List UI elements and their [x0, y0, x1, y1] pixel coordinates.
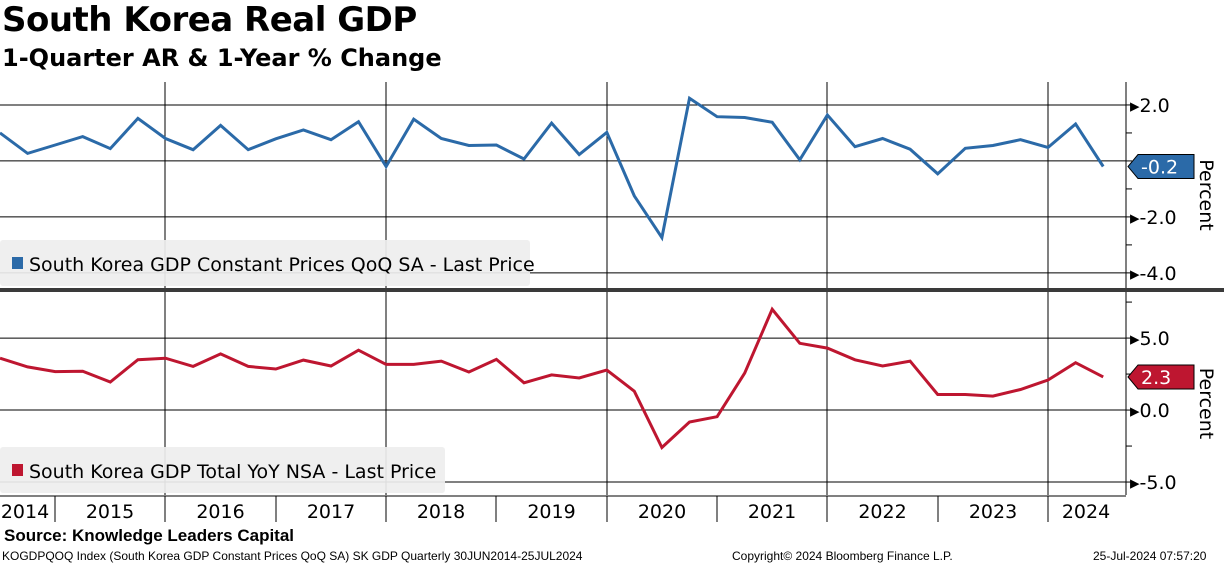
source-note: Source: Knowledge Leaders Capital: [4, 526, 295, 545]
x-year-label: 2023: [969, 501, 1017, 523]
legend-background: [0, 240, 530, 286]
x-year-label: 2016: [196, 501, 244, 523]
footer-timestamp: 25-Jul-2024 07:57:20: [1093, 549, 1207, 563]
footer-ticker-info: KOGDPQOQ Index (South Korea GDP Constant…: [2, 549, 583, 563]
series-line: [0, 95, 1105, 242]
legend-label: South Korea GDP Total YoY NSA - Last Pri…: [29, 461, 436, 483]
y-axis-label: Percent: [1195, 368, 1217, 440]
y-tick-label: ▸-2.0: [1130, 207, 1177, 229]
x-year-label: 2024: [1062, 501, 1110, 523]
y-tick-label: ▸0.0: [1130, 400, 1170, 422]
legend: South Korea GDP Total YoY NSA - Last Pri…: [0, 447, 445, 493]
last-value-label: 2.3: [1141, 367, 1171, 389]
legend-label: South Korea GDP Constant Prices QoQ SA -…: [29, 254, 535, 276]
legend: South Korea GDP Constant Prices QoQ SA -…: [0, 240, 535, 286]
x-year-label: 2018: [417, 501, 465, 523]
x-year-label: 2020: [638, 501, 686, 523]
x-year-label: 2014: [1, 501, 49, 523]
last-value-label: -0.2: [1141, 157, 1178, 179]
footer-copyright: Copyright© 2024 Bloomberg Finance L.P.: [732, 549, 953, 563]
x-year-label: 2021: [748, 501, 796, 523]
last-value-tag: [1127, 154, 1195, 180]
x-year-label: 2019: [527, 501, 575, 523]
series-line: [0, 306, 1104, 450]
x-year-label: 2022: [858, 501, 906, 523]
panel-divider: [0, 288, 1224, 292]
chart-subtitle: 1-Quarter AR & 1-Year % Change: [2, 44, 442, 72]
last-value-tag: [1127, 364, 1195, 390]
y-tick-label: ▸5.0: [1130, 328, 1170, 350]
y-tick-label: ▸-4.0: [1130, 263, 1177, 285]
y-tick-label: ▸-5.0: [1130, 472, 1177, 494]
legend-swatch: [12, 257, 23, 269]
x-year-label: 2017: [307, 501, 355, 523]
legend-background: [0, 447, 445, 493]
x-year-label: 2015: [86, 501, 134, 523]
y-tick-label: ▸2.0: [1130, 95, 1170, 117]
legend-swatch: [12, 464, 23, 476]
chart-title: South Korea Real GDP: [2, 0, 417, 40]
y-axis-label: Percent: [1195, 159, 1217, 231]
